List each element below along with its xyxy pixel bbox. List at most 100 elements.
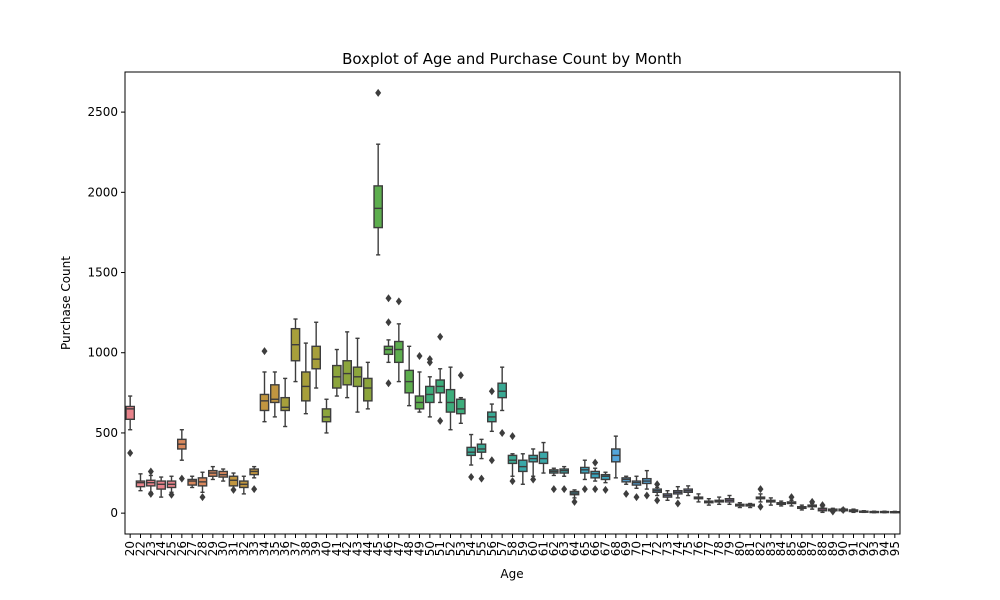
x-tick-label: 39 xyxy=(309,541,323,556)
box-body xyxy=(600,473,611,481)
box-body xyxy=(456,398,466,415)
x-tick-label: 60 xyxy=(526,541,540,556)
x-tick-label: 47 xyxy=(392,541,406,556)
x-tick-label: 52 xyxy=(444,541,458,556)
outlier-point xyxy=(788,493,795,502)
box xyxy=(797,504,807,511)
x-tick-label: 33 xyxy=(247,541,261,556)
box xyxy=(476,438,487,460)
x-tick-label: 67 xyxy=(599,541,613,556)
outlier-point xyxy=(426,358,433,367)
outlier-point xyxy=(633,493,640,502)
y-axis-label: Purchase Count xyxy=(59,256,73,350)
x-tick-label: 68 xyxy=(609,541,623,556)
x-tick-label: 36 xyxy=(278,541,292,556)
x-tick-label: 51 xyxy=(433,541,447,556)
box-body xyxy=(476,443,487,453)
x-tick-label: 28 xyxy=(196,541,210,556)
y-tick-label: 1500 xyxy=(87,266,118,280)
box xyxy=(352,337,363,413)
box-body xyxy=(394,340,404,364)
box xyxy=(755,493,766,503)
outlier-point xyxy=(623,489,630,498)
box xyxy=(497,366,507,412)
x-tick-label: 95 xyxy=(888,541,902,556)
outlier-point xyxy=(385,294,392,303)
box xyxy=(724,494,735,506)
x-tick-label: 69 xyxy=(619,541,633,556)
x-tick-label: 77 xyxy=(702,541,716,556)
outlier-point xyxy=(819,501,826,510)
box xyxy=(776,500,786,507)
box xyxy=(642,469,652,490)
box-body xyxy=(383,345,394,356)
outlier-point xyxy=(478,474,485,483)
outlier-point xyxy=(375,88,382,97)
x-tick-label: 83 xyxy=(764,541,778,556)
outlier-point xyxy=(457,371,464,380)
outlier-point xyxy=(654,480,661,489)
x-tick-label: 34 xyxy=(258,541,272,556)
outlier-point xyxy=(550,485,557,494)
x-tick-label: 79 xyxy=(723,541,737,556)
x-tick-label: 50 xyxy=(423,541,437,556)
x-tick-label: 91 xyxy=(847,541,861,556)
x-tick-label: 92 xyxy=(857,541,871,556)
x-tick-label: 23 xyxy=(144,541,158,556)
box xyxy=(621,475,631,485)
outlier-point xyxy=(488,456,495,465)
x-tick-label: 55 xyxy=(475,541,489,556)
outlier-point xyxy=(499,428,506,437)
outlier-point xyxy=(178,474,185,483)
box-body xyxy=(259,393,270,412)
x-tick-label: 85 xyxy=(785,541,799,556)
x-tick-label: 48 xyxy=(402,541,416,556)
outlier-point xyxy=(127,448,134,457)
outlier-points xyxy=(127,88,847,516)
box xyxy=(869,510,879,514)
x-tick-label: 54 xyxy=(464,541,478,556)
box-body xyxy=(125,405,135,421)
box xyxy=(435,368,445,404)
x-tick-label: 63 xyxy=(557,541,571,556)
x-tick-label: 35 xyxy=(268,541,282,556)
x-tick-label: 24 xyxy=(154,541,168,556)
box xyxy=(848,508,859,514)
box xyxy=(135,473,146,492)
box-body xyxy=(363,377,373,402)
box-body xyxy=(321,408,332,423)
outlier-point xyxy=(468,473,475,482)
box xyxy=(290,318,301,383)
x-tick-label: 89 xyxy=(826,541,840,556)
outlier-point xyxy=(602,485,609,494)
box xyxy=(456,396,466,425)
outlier-point xyxy=(643,491,650,500)
box xyxy=(538,441,549,474)
box xyxy=(197,471,208,493)
box xyxy=(218,468,229,482)
box xyxy=(414,371,425,413)
x-tick-label: 49 xyxy=(413,541,427,556)
outlier-point xyxy=(168,490,175,499)
outlier-point xyxy=(654,496,661,505)
x-tick-label: 74 xyxy=(671,541,685,556)
outlier-point xyxy=(416,351,423,360)
x-tick-label: 20 xyxy=(123,541,137,556)
box-body xyxy=(311,345,321,370)
x-tick-label: 37 xyxy=(289,541,303,556)
x-tick-label: 40 xyxy=(320,541,334,556)
x-axis-label: Age xyxy=(500,567,523,581)
outlier-point xyxy=(488,387,495,396)
box xyxy=(176,429,187,461)
box xyxy=(507,453,518,477)
x-tick-label: 45 xyxy=(371,541,385,556)
box xyxy=(363,361,373,410)
x-tick-label: 44 xyxy=(361,541,375,556)
box xyxy=(394,323,404,383)
box xyxy=(166,475,177,493)
x-tick-label: 80 xyxy=(733,541,747,556)
box-body xyxy=(280,396,290,412)
box xyxy=(559,465,569,477)
x-tick-label: 94 xyxy=(878,541,892,556)
box xyxy=(466,433,476,466)
